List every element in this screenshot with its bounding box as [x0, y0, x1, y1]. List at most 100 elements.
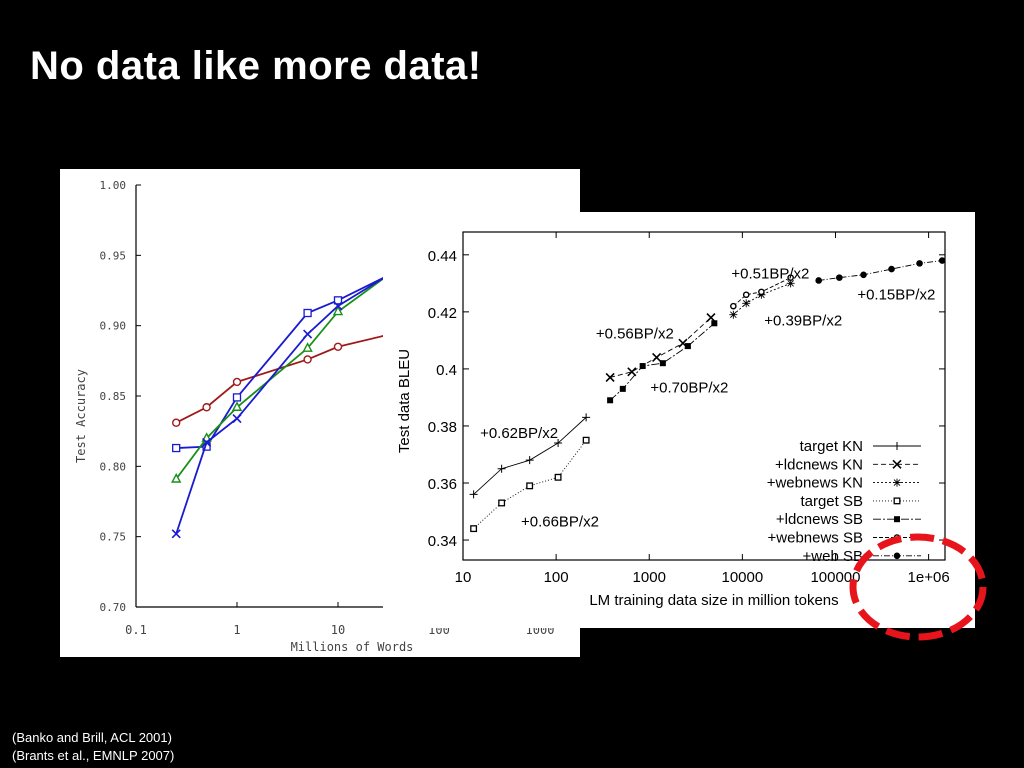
- data-point: [836, 274, 843, 281]
- data-point: [627, 367, 637, 377]
- data-point: [333, 296, 343, 305]
- series-line: [175, 329, 409, 424]
- y-tick-label: 0.42: [428, 305, 457, 322]
- x-tick-label: 1e+06: [908, 569, 950, 586]
- legend-marker: [893, 478, 901, 487]
- data-point: [231, 401, 243, 411]
- series-target-sb: [470, 436, 590, 533]
- y-axis-label: Test Accuracy: [74, 369, 88, 463]
- y-tick-label: 0.90: [100, 320, 127, 333]
- citations: (Banko and Brill, ACL 2001) (Brants et a…: [12, 729, 174, 765]
- data-point: [938, 257, 946, 264]
- data-point: [711, 320, 718, 327]
- x-tick-label: 0.1: [125, 623, 147, 637]
- x-axis-label: LM training data size in million tokens: [589, 592, 838, 609]
- data-point: [787, 274, 794, 281]
- data-point: [303, 355, 312, 364]
- y-axis-label: Test data BLEU: [396, 349, 413, 453]
- x-tick-label: 100: [544, 569, 569, 586]
- series-line: [733, 282, 791, 316]
- x-tick-label: 1: [233, 623, 240, 637]
- slope-annotation: +0.51BP/x2: [731, 265, 809, 282]
- data-point: [730, 302, 737, 310]
- slope-annotation: +0.56BP/x2: [596, 325, 674, 342]
- series-1: [172, 275, 387, 453]
- y-tick-label: 0.38: [428, 419, 457, 436]
- legend-label: +ldcnews KN: [775, 456, 863, 473]
- slope-annotation: +0.70BP/x2: [650, 379, 728, 396]
- series-3: [171, 275, 387, 539]
- data-point: [303, 329, 313, 339]
- data-point: [729, 310, 738, 319]
- y-tick-label: 0.44: [428, 248, 457, 265]
- data-point: [498, 499, 506, 507]
- data-point: [333, 342, 343, 351]
- series-line: [175, 275, 387, 480]
- citation-brants: (Brants et al., EMNLP 2007): [12, 748, 175, 763]
- series-line: [175, 275, 387, 535]
- bleu-chart-panel: 0.44 0.42 0.4 0.38 0.36 0.34 10 100 1000 10000 100…: [383, 212, 975, 628]
- y-tick-label: 0.4: [436, 362, 457, 379]
- slope-annotation: +0.39BP/x2: [764, 312, 842, 329]
- data-point: [742, 291, 750, 299]
- data-point: [333, 301, 343, 311]
- x-tick-label: 10: [331, 623, 345, 637]
- legend-label: +webnews SB: [768, 530, 863, 547]
- x-axis-label: Millions of Words: [291, 640, 414, 654]
- slide-title: No data like more data!: [30, 44, 482, 88]
- slope-annotation: +0.62BP/x2: [480, 425, 558, 442]
- series-line: [818, 260, 943, 281]
- data-point: [202, 403, 211, 412]
- legend-label: +webnews KN: [767, 475, 863, 492]
- data-point: [619, 385, 626, 392]
- legend-marker: [893, 552, 901, 560]
- data-point: [172, 443, 181, 453]
- data-point: [232, 393, 242, 402]
- data-point: [860, 271, 867, 279]
- data-point: [171, 473, 182, 483]
- series-0: [171, 329, 409, 427]
- x-tick-label: 1000: [633, 569, 666, 586]
- data-point: [171, 529, 181, 539]
- legend-marker: [892, 459, 902, 469]
- data-point: [582, 436, 590, 444]
- series--web-sb: [815, 257, 946, 284]
- legend-label: +web SB: [803, 548, 863, 565]
- data-point: [742, 299, 751, 308]
- data-point: [171, 418, 181, 427]
- y-tick-label: 0.70: [100, 601, 127, 614]
- series--ldcnews-kn: [605, 312, 716, 383]
- y-tick-label: 0.85: [100, 390, 127, 403]
- data-point: [302, 342, 313, 352]
- data-point: [303, 308, 312, 318]
- data-point: [582, 413, 591, 422]
- data-point: [554, 439, 563, 448]
- data-point: [815, 277, 822, 284]
- data-point: [758, 288, 765, 296]
- data-point: [639, 363, 646, 370]
- legend-label: +ldcnews SB: [776, 511, 863, 528]
- x-tick-label: 10000: [722, 569, 764, 586]
- data-point: [607, 397, 614, 404]
- data-point: [332, 305, 344, 316]
- legend-marker: [893, 497, 901, 505]
- data-point: [202, 437, 212, 447]
- y-tick-label: 0.95: [100, 249, 127, 262]
- data-point: [232, 377, 242, 387]
- y-tick-label: 0.36: [428, 476, 457, 493]
- series-target-kn: [469, 413, 591, 499]
- y-tick-label: 1.00: [100, 179, 127, 192]
- data-point: [605, 372, 615, 383]
- data-point: [554, 473, 562, 481]
- data-point: [684, 343, 691, 350]
- legend-label: target KN: [800, 438, 863, 455]
- citation-banko-brill: (Banko and Brill, ACL 2001): [12, 730, 172, 745]
- data-point: [706, 312, 716, 323]
- legend-marker: [894, 516, 900, 523]
- data-point: [659, 360, 666, 367]
- y-tick-label: 0.34: [428, 533, 457, 550]
- series--ldcnews-sb: [607, 320, 718, 404]
- legend-marker: [893, 534, 901, 541]
- data-point: [526, 482, 534, 490]
